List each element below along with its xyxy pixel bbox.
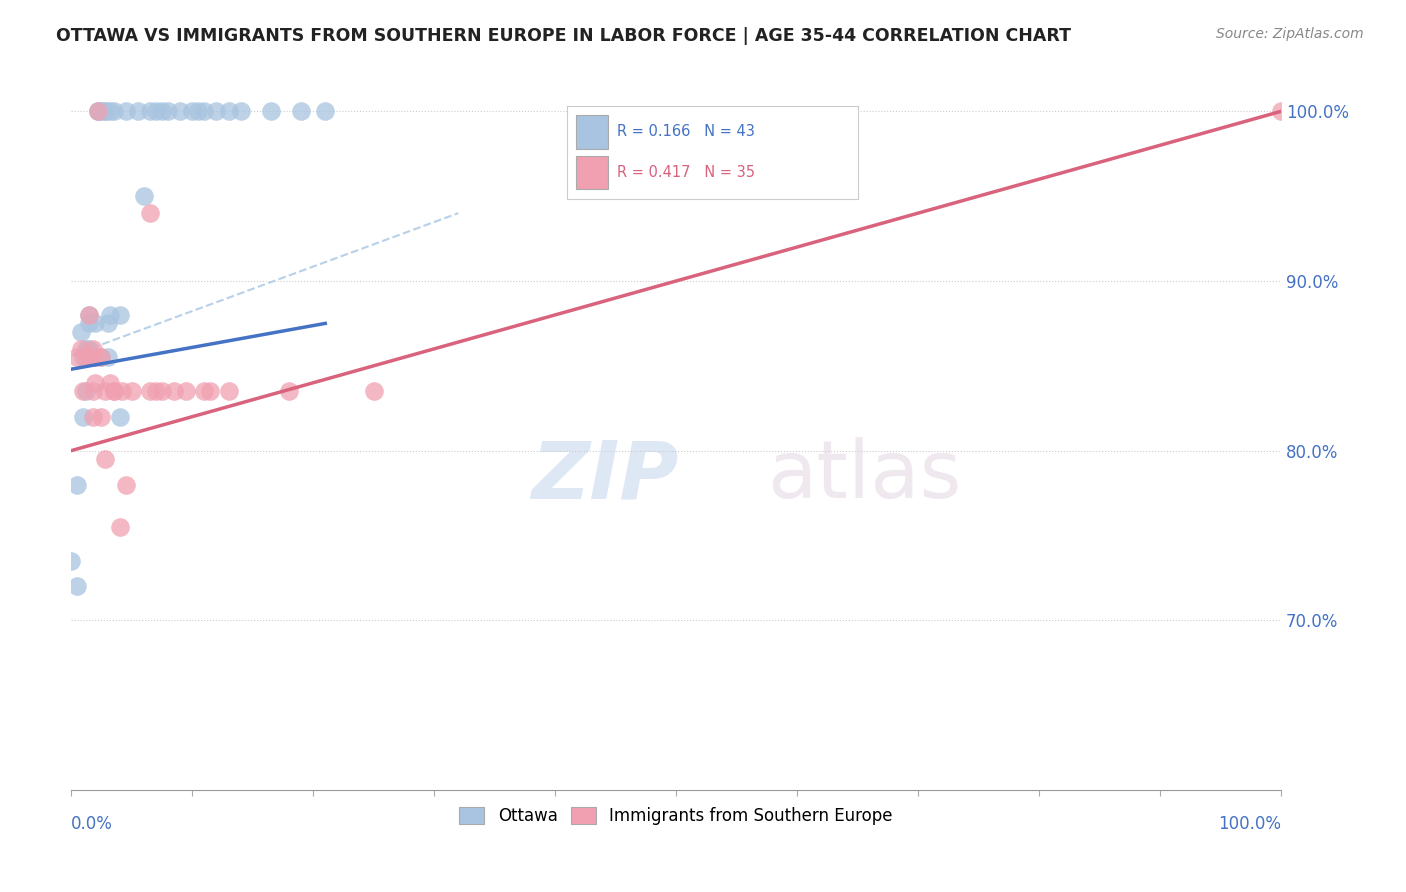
Point <box>103 384 125 399</box>
Point <box>94 104 117 119</box>
Point <box>84 376 107 390</box>
Point <box>79 308 101 322</box>
Point <box>90 351 112 365</box>
Point <box>82 342 104 356</box>
Point <box>193 104 215 119</box>
Point <box>75 351 97 365</box>
Point <box>84 351 107 365</box>
Point <box>87 104 110 119</box>
Point <box>150 384 173 399</box>
Text: 0.0%: 0.0% <box>72 815 112 833</box>
Point <box>181 104 204 119</box>
Point <box>139 206 162 220</box>
Point <box>98 308 121 322</box>
Point <box>90 409 112 424</box>
Point <box>108 308 131 322</box>
Point <box>87 104 110 119</box>
Point <box>70 325 93 339</box>
Point <box>139 104 162 119</box>
Point <box>84 317 107 331</box>
Point <box>108 409 131 424</box>
Point <box>174 384 197 399</box>
Point <box>193 384 215 399</box>
Point <box>90 351 112 365</box>
Point <box>218 104 240 119</box>
Point <box>229 104 252 119</box>
Point <box>75 342 97 356</box>
Point <box>169 104 191 119</box>
Point <box>103 384 125 399</box>
Text: 100.0%: 100.0% <box>1218 815 1281 833</box>
Point <box>98 376 121 390</box>
Point <box>66 477 89 491</box>
Point <box>66 351 89 365</box>
Point <box>87 104 110 119</box>
Point <box>163 384 186 399</box>
Point <box>200 384 222 399</box>
Point <box>72 384 94 399</box>
Point <box>70 342 93 356</box>
Point <box>218 384 240 399</box>
Text: atlas: atlas <box>766 437 962 516</box>
Point <box>79 317 101 331</box>
Point <box>90 104 112 119</box>
Point <box>66 579 89 593</box>
Point <box>103 104 125 119</box>
Point <box>111 384 134 399</box>
Point <box>205 104 228 119</box>
Point <box>94 452 117 467</box>
Point <box>82 409 104 424</box>
Point <box>139 384 162 399</box>
Text: ZIP: ZIP <box>531 437 678 516</box>
Point <box>94 384 117 399</box>
Point <box>82 351 104 365</box>
Point <box>260 104 283 119</box>
Point <box>79 308 101 322</box>
Text: Source: ZipAtlas.com: Source: ZipAtlas.com <box>1216 27 1364 41</box>
Point <box>75 384 97 399</box>
Point <box>98 104 121 119</box>
Point <box>145 104 167 119</box>
Point <box>187 104 209 119</box>
Point <box>96 317 118 331</box>
Point <box>108 520 131 534</box>
Text: OTTAWA VS IMMIGRANTS FROM SOUTHERN EUROPE IN LABOR FORCE | AGE 35-44 CORRELATION: OTTAWA VS IMMIGRANTS FROM SOUTHERN EUROP… <box>56 27 1071 45</box>
Point <box>72 409 94 424</box>
Point <box>82 384 104 399</box>
Point <box>114 104 136 119</box>
Point <box>290 104 312 119</box>
Point <box>79 351 101 365</box>
Point <box>278 384 301 399</box>
Point <box>132 189 155 203</box>
Point <box>1270 104 1292 119</box>
Point <box>314 104 336 119</box>
Point <box>145 384 167 399</box>
Legend: Ottawa, Immigrants from Southern Europe: Ottawa, Immigrants from Southern Europe <box>453 800 900 831</box>
Point <box>114 477 136 491</box>
Point <box>96 351 118 365</box>
Point <box>94 104 117 119</box>
Point <box>127 104 149 119</box>
Point <box>121 384 143 399</box>
Point <box>60 554 83 568</box>
Point <box>363 384 385 399</box>
Point <box>79 342 101 356</box>
Point <box>150 104 173 119</box>
Point <box>157 104 180 119</box>
Point <box>72 351 94 365</box>
